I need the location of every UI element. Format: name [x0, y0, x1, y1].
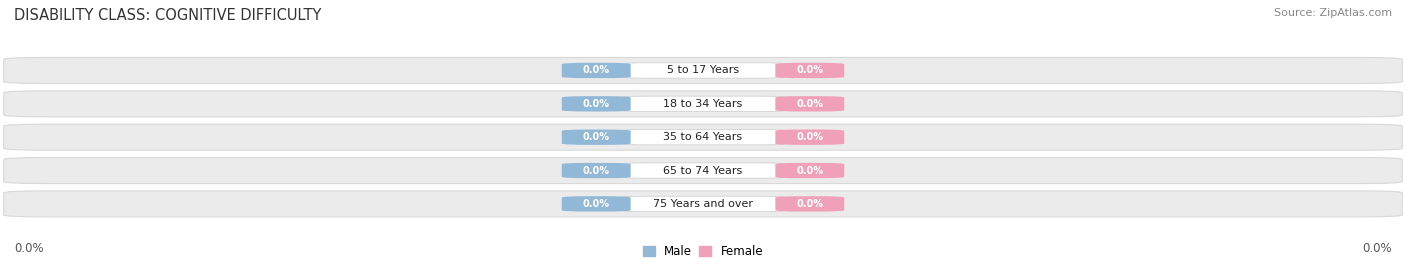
Text: 0.0%: 0.0% [14, 242, 44, 255]
Text: 0.0%: 0.0% [582, 132, 610, 142]
Text: 0.0%: 0.0% [796, 165, 824, 176]
FancyBboxPatch shape [620, 96, 786, 112]
Text: 35 to 64 Years: 35 to 64 Years [664, 132, 742, 142]
Text: 0.0%: 0.0% [796, 99, 824, 109]
FancyBboxPatch shape [620, 63, 786, 78]
FancyBboxPatch shape [562, 96, 631, 112]
FancyBboxPatch shape [562, 196, 631, 212]
FancyBboxPatch shape [775, 196, 844, 212]
FancyBboxPatch shape [620, 196, 786, 212]
FancyBboxPatch shape [4, 58, 1402, 83]
Text: 0.0%: 0.0% [796, 132, 824, 142]
Text: 0.0%: 0.0% [1362, 242, 1392, 255]
FancyBboxPatch shape [775, 96, 844, 112]
FancyBboxPatch shape [4, 158, 1402, 183]
FancyBboxPatch shape [562, 63, 631, 78]
Text: 0.0%: 0.0% [796, 65, 824, 76]
FancyBboxPatch shape [775, 63, 844, 78]
FancyBboxPatch shape [620, 129, 786, 145]
Text: 0.0%: 0.0% [582, 65, 610, 76]
Text: 5 to 17 Years: 5 to 17 Years [666, 65, 740, 76]
FancyBboxPatch shape [775, 163, 844, 178]
Legend: Male, Female: Male, Female [641, 243, 765, 260]
Text: DISABILITY CLASS: COGNITIVE DIFFICULTY: DISABILITY CLASS: COGNITIVE DIFFICULTY [14, 8, 322, 23]
Text: 75 Years and over: 75 Years and over [652, 199, 754, 209]
Text: 0.0%: 0.0% [582, 99, 610, 109]
FancyBboxPatch shape [620, 163, 786, 178]
FancyBboxPatch shape [4, 191, 1402, 217]
Text: 0.0%: 0.0% [582, 199, 610, 209]
Text: 0.0%: 0.0% [796, 199, 824, 209]
FancyBboxPatch shape [4, 91, 1402, 117]
FancyBboxPatch shape [4, 124, 1402, 150]
FancyBboxPatch shape [775, 129, 844, 145]
FancyBboxPatch shape [562, 129, 631, 145]
Text: Source: ZipAtlas.com: Source: ZipAtlas.com [1274, 8, 1392, 18]
Text: 0.0%: 0.0% [582, 165, 610, 176]
Text: 18 to 34 Years: 18 to 34 Years [664, 99, 742, 109]
Text: 65 to 74 Years: 65 to 74 Years [664, 165, 742, 176]
FancyBboxPatch shape [562, 163, 631, 178]
